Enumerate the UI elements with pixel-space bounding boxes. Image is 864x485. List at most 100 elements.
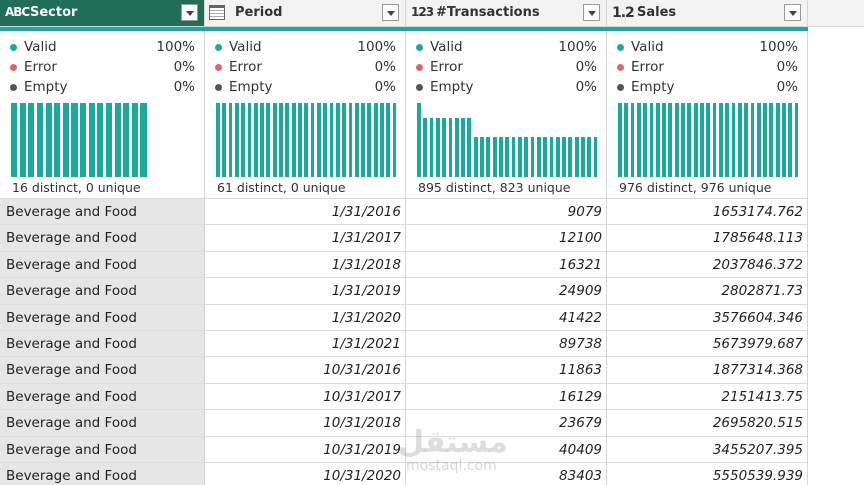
- table-cell[interactable]: 3455207.395: [607, 436, 808, 463]
- column-filter-button[interactable]: [382, 4, 399, 21]
- distribution-bar: [662, 103, 666, 177]
- table-cell[interactable]: Beverage and Food: [0, 199, 205, 226]
- distribution-bar: [298, 103, 302, 177]
- watermark: مستقل: [398, 425, 508, 460]
- distribution-bar: [105, 103, 112, 177]
- distribution-bar: [45, 103, 52, 177]
- table-cell[interactable]: 1/31/2020: [205, 304, 406, 331]
- table-cell[interactable]: Beverage and Food: [0, 251, 205, 279]
- distribution-bar: [316, 103, 321, 177]
- table-cell[interactable]: 1/31/2017: [205, 225, 406, 252]
- column-header[interactable]: [607, 0, 808, 27]
- distribution-bar: [693, 103, 698, 177]
- table-cell[interactable]: 40409: [406, 436, 607, 463]
- table-cell[interactable]: 83403: [406, 463, 607, 485]
- distribution-bar: [367, 103, 372, 177]
- quality-value: 100%: [759, 39, 798, 55]
- distribution-bar: [342, 103, 346, 177]
- distribution-bar: [769, 103, 774, 177]
- distribution-bar: [291, 103, 296, 177]
- table-cell[interactable]: 2802871.73: [607, 278, 808, 305]
- quality-dot: [617, 44, 624, 51]
- distribution-bar: [718, 103, 723, 177]
- table-cell[interactable]: 10/31/2016: [205, 357, 406, 384]
- distribution-bar: [750, 103, 755, 177]
- column-header[interactable]: [406, 0, 607, 27]
- empty-header: [808, 0, 864, 27]
- table-cell[interactable]: 3576604.346: [607, 304, 808, 331]
- table-cell[interactable]: 5550539.939: [607, 463, 808, 485]
- table-cell[interactable]: Beverage and Food: [0, 383, 205, 411]
- table-cell[interactable]: 89738: [406, 331, 607, 358]
- distribution-text: 61 distinct, 0 unique: [217, 180, 346, 195]
- table-cell[interactable]: 5673979.687: [607, 331, 808, 358]
- distribution-bar: [216, 103, 220, 177]
- distribution-bar: [737, 103, 742, 177]
- distribution-bar: [543, 137, 547, 177]
- distribution-bar: [285, 103, 290, 177]
- table-cell[interactable]: 9079: [406, 199, 607, 226]
- table-cell[interactable]: 1877314.368: [607, 357, 808, 384]
- table-cell[interactable]: Beverage and Food: [0, 278, 205, 305]
- column-filter-button[interactable]: [181, 4, 198, 21]
- column-name: #Transactions: [436, 5, 540, 20]
- quality-dot: [215, 84, 222, 91]
- quality-value: 0%: [776, 59, 798, 75]
- table-cell[interactable]: 12100: [406, 225, 607, 252]
- column-filter-button[interactable]: [583, 4, 600, 21]
- table-cell[interactable]: Beverage and Food: [0, 304, 205, 331]
- distribution-bar: [71, 103, 78, 177]
- table-cell[interactable]: Beverage and Food: [0, 331, 205, 358]
- table-cell[interactable]: 2695820.515: [607, 410, 808, 437]
- quality-value: 100%: [357, 39, 396, 55]
- table-cell[interactable]: 1/31/2021: [205, 331, 406, 358]
- table-cell[interactable]: 41422: [406, 304, 607, 331]
- table-cell[interactable]: 16129: [406, 383, 607, 411]
- distribution-bar: [335, 103, 340, 177]
- distribution-bar: [36, 103, 43, 177]
- table-cell[interactable]: 23679: [406, 410, 607, 437]
- table-cell[interactable]: 1/31/2016: [205, 199, 406, 226]
- column-header[interactable]: [205, 0, 406, 27]
- distribution-bar: [88, 103, 95, 177]
- table-cell[interactable]: 1785648.113: [607, 225, 808, 252]
- table-cell[interactable]: Beverage and Food: [0, 225, 205, 252]
- table-cell[interactable]: Beverage and Food: [0, 436, 205, 463]
- quality-bar: [0, 27, 205, 31]
- quality-value: 0%: [173, 79, 195, 95]
- table-cell[interactable]: Beverage and Food: [0, 357, 205, 384]
- distribution-bar: [304, 103, 309, 177]
- distribution-bar: [630, 103, 635, 177]
- distribution-bar: [549, 137, 554, 177]
- table-cell[interactable]: 24909: [406, 278, 607, 305]
- distribution-bar: [454, 118, 459, 177]
- table-cell[interactable]: 2037846.372: [607, 251, 808, 279]
- column-profile: [0, 31, 205, 199]
- table-cell[interactable]: Beverage and Food: [0, 410, 205, 437]
- table-cell[interactable]: 16321: [406, 251, 607, 279]
- distribution-bar: [228, 103, 233, 177]
- distribution-bar: [423, 118, 428, 177]
- distribution-bar: [348, 103, 353, 177]
- distribution-bar: [80, 103, 87, 177]
- table-cell[interactable]: 10/31/2019: [205, 436, 406, 463]
- distribution-bar: [794, 103, 799, 177]
- table-cell[interactable]: 10/31/2020: [205, 463, 406, 485]
- quality-value: 0%: [374, 59, 396, 75]
- distribution-bar: [279, 103, 283, 177]
- quality-value: 100%: [156, 39, 195, 55]
- table-cell[interactable]: 10/31/2017: [205, 383, 406, 411]
- column-filter-button[interactable]: [784, 4, 801, 21]
- table-cell[interactable]: 1/31/2018: [205, 251, 406, 279]
- column-header[interactable]: [0, 0, 205, 27]
- table-cell[interactable]: 1/31/2019: [205, 278, 406, 305]
- distribution-bar: [581, 137, 585, 177]
- table-cell[interactable]: 10/31/2018: [205, 410, 406, 437]
- distribution-bar: [562, 137, 566, 177]
- table-cell[interactable]: Beverage and Food: [0, 463, 205, 485]
- table-cell[interactable]: 11863: [406, 357, 607, 384]
- distribution-bar: [429, 118, 434, 177]
- table-cell[interactable]: 1653174.762: [607, 199, 808, 226]
- quality-value: 0%: [374, 79, 396, 95]
- table-cell[interactable]: 2151413.75: [607, 383, 808, 411]
